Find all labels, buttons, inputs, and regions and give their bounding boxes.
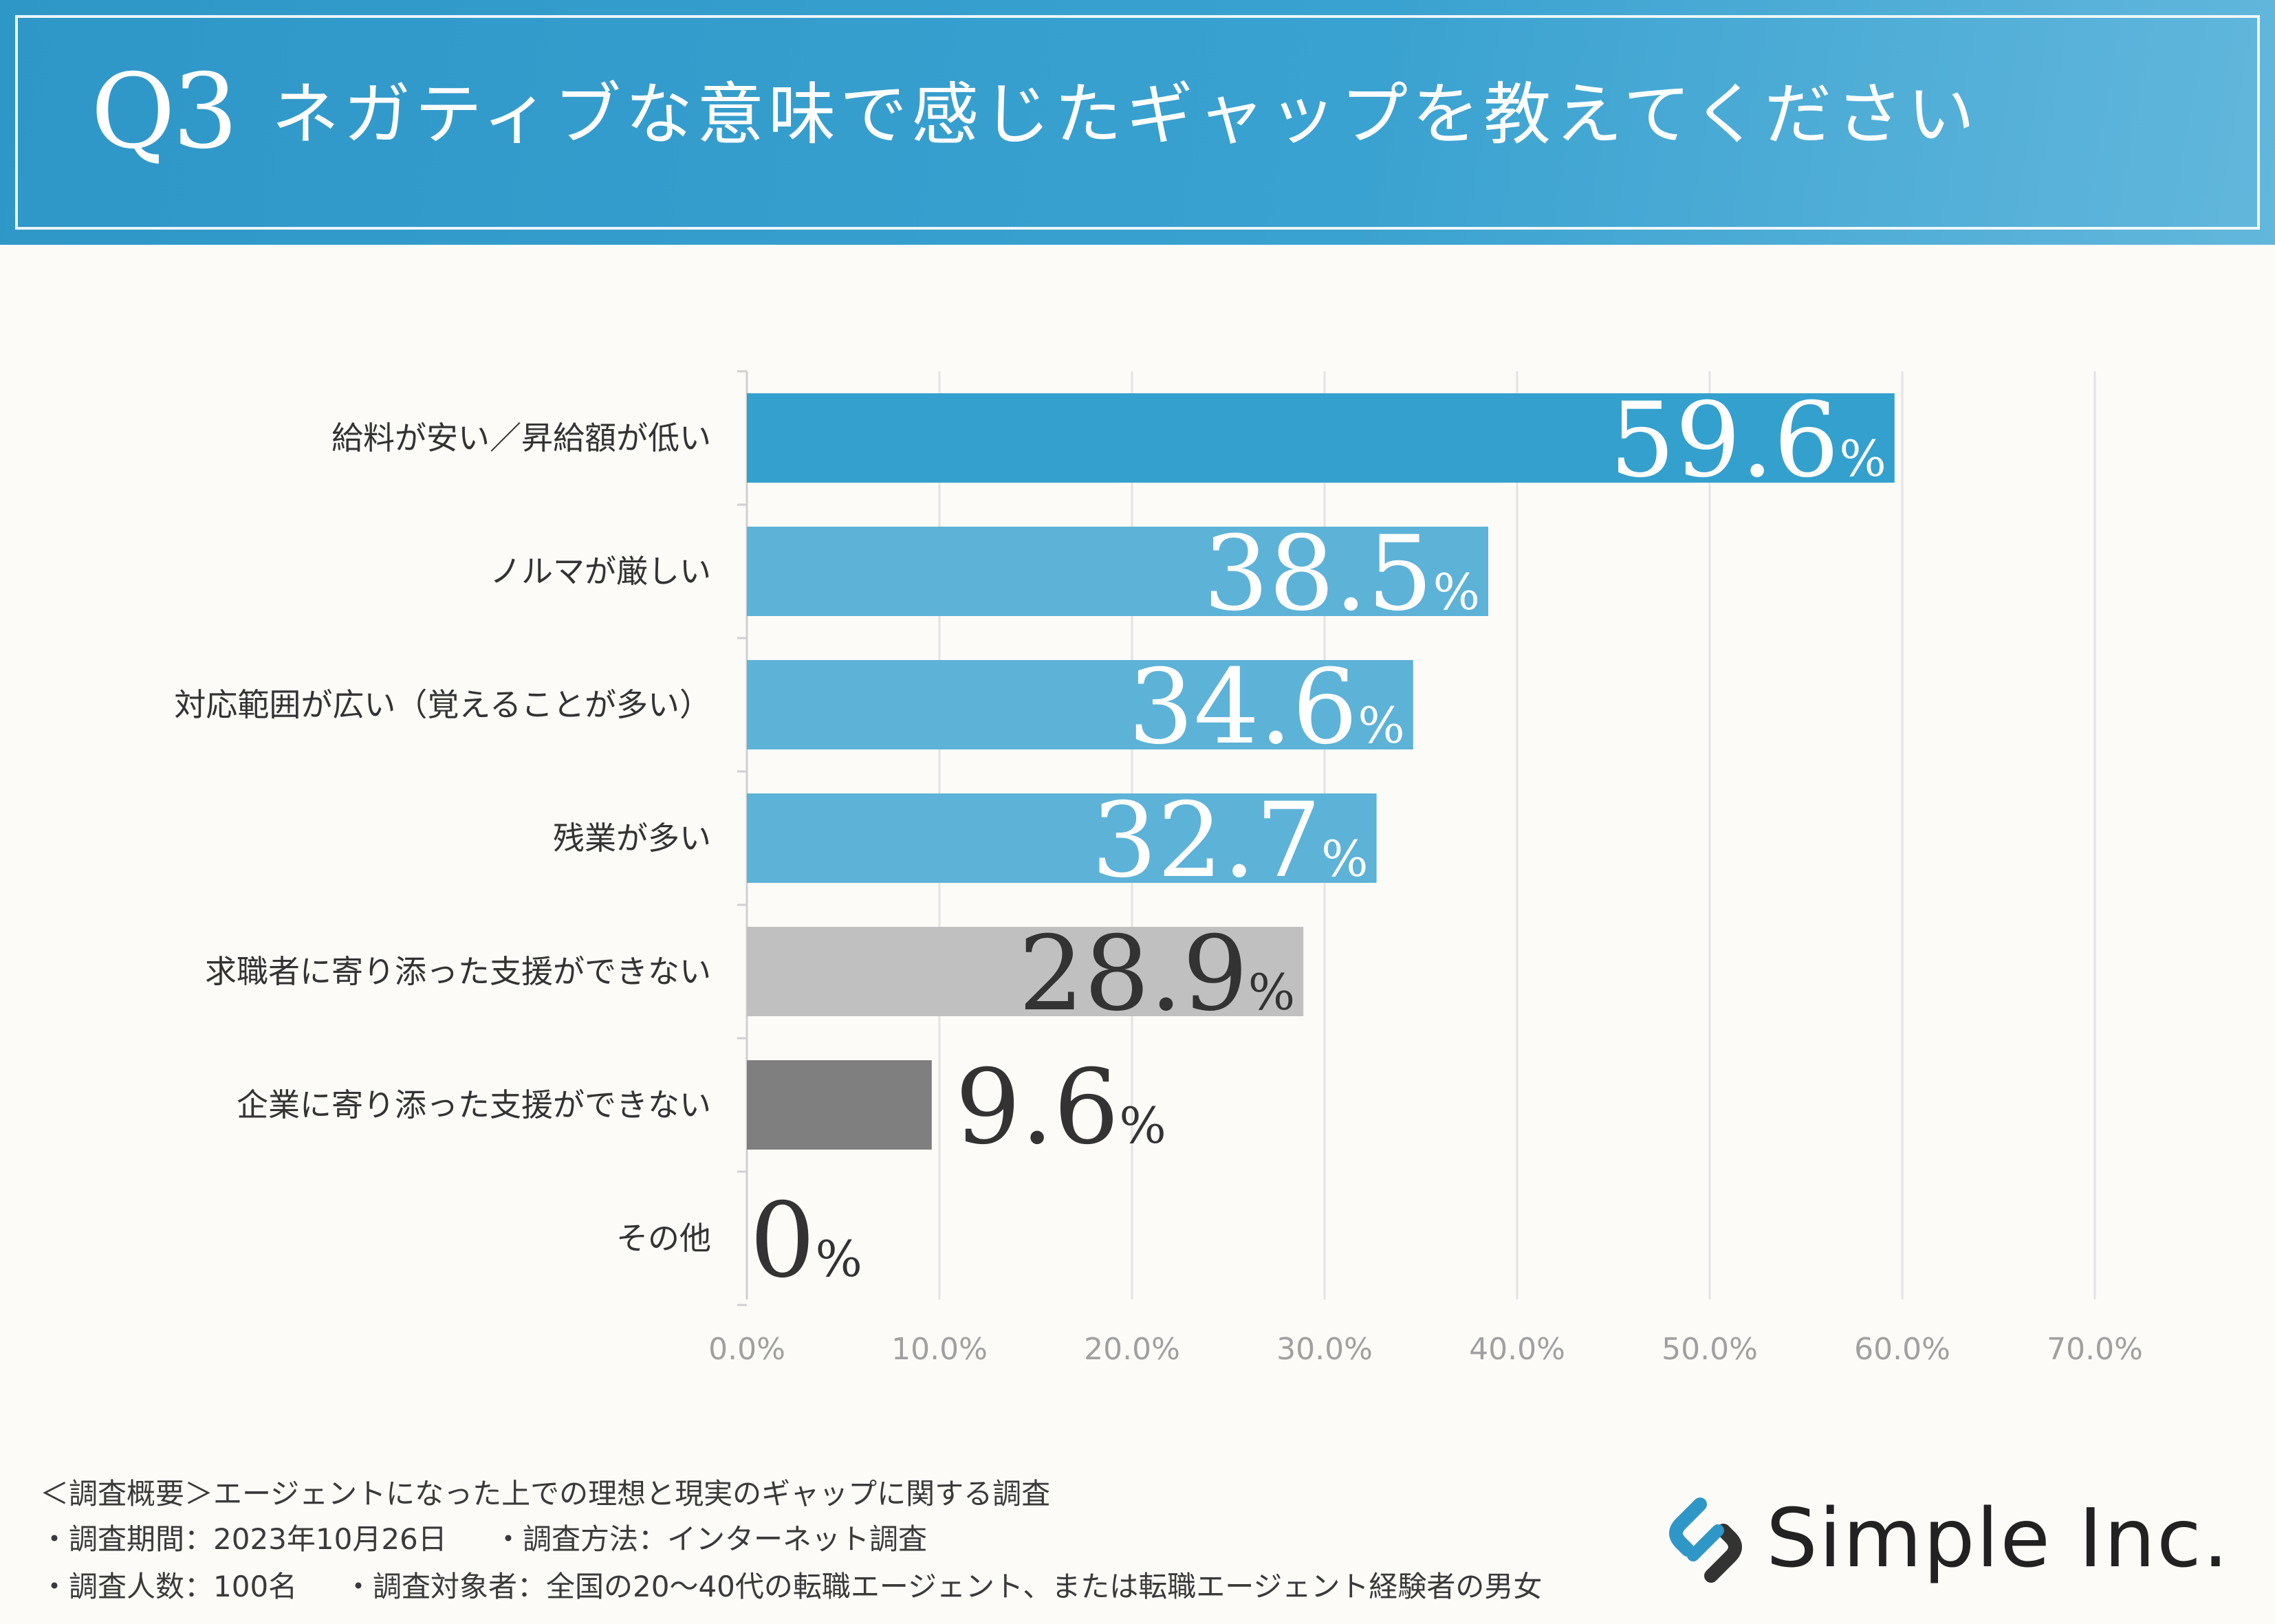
- category-label: 求職者に寄り添った支援ができない: [205, 953, 711, 990]
- company-logo: Simple Inc.: [1657, 1492, 2242, 1588]
- category-label: 残業が多い: [553, 820, 711, 857]
- value-label: 34.6%: [1128, 648, 1404, 767]
- header-banner: Q3 ネガティブな意味で感じたギャップを教えてください: [0, 0, 2275, 245]
- value-unit: %: [1358, 696, 1404, 754]
- bar: [747, 527, 1488, 616]
- value-unit: %: [1119, 1097, 1166, 1154]
- x-tick-label: 70.0%: [2047, 1332, 2143, 1367]
- bar: [747, 793, 1377, 883]
- value-unit: %: [1248, 963, 1295, 1021]
- x-tick-label: 20.0%: [1084, 1332, 1180, 1367]
- value-unit: %: [1321, 830, 1368, 888]
- value-label: 9.6%: [955, 1048, 1166, 1167]
- value-number: 38.5: [1204, 514, 1433, 634]
- category-label: その他: [616, 1220, 711, 1257]
- category-label: ノルマが厳しい: [490, 553, 711, 590]
- bar-chart: 0.0% 10.0% 20.0% 30.0% 40.0% 50.0% 60.0% 70.0% 給…: [174, 370, 2143, 1367]
- survey-summary-title: ＜調査概要＞エージェントになった上での理想と現実のギャップに関する調査: [40, 1477, 1051, 1511]
- chart-title: ネガティブな意味で感じたギャップを教えてください: [272, 76, 1979, 154]
- link-chain-icon: [1669, 1497, 1742, 1583]
- value-number: 59.6: [1609, 381, 1839, 501]
- category-label: 企業に寄り添った支援ができない: [237, 1086, 711, 1123]
- x-tick-label: 50.0%: [1662, 1332, 1758, 1367]
- value-number: 32.7: [1091, 781, 1321, 901]
- value-label: 59.6%: [1609, 381, 1886, 501]
- survey-count: ・調査人数：100名: [40, 1570, 298, 1603]
- x-tick-label: 0.0%: [708, 1332, 785, 1367]
- value-label: 38.5%: [1204, 514, 1480, 634]
- x-tick-label: 40.0%: [1469, 1332, 1565, 1367]
- question-number: Q3: [91, 52, 238, 172]
- header-frame: [15, 15, 2260, 230]
- value-number: 0: [750, 1181, 815, 1301]
- survey-target: ・調査対象者：全国の20～40代の転職エージェント、または転職エージェント経験者…: [344, 1570, 1543, 1603]
- x-tick-label: 10.0%: [891, 1332, 988, 1367]
- value-number: 28.9: [1019, 914, 1248, 1034]
- value-label: 0%: [750, 1181, 862, 1301]
- category-label: 給料が安い／昇給額が低い: [331, 419, 711, 457]
- value-unit: %: [1433, 563, 1480, 621]
- value-number: 34.6: [1128, 648, 1358, 767]
- bar: [747, 393, 1895, 483]
- value-label: 32.7%: [1091, 781, 1368, 901]
- survey-method: ・調査方法：インターネット調査: [494, 1522, 928, 1556]
- x-tick-label: 30.0%: [1276, 1332, 1373, 1367]
- value-number: 9.6: [955, 1048, 1120, 1167]
- bar: [747, 927, 1304, 1016]
- value-unit: %: [815, 1230, 862, 1288]
- category-label: 対応範囲が広い（覚えることが多い）: [174, 686, 711, 723]
- bar: [747, 660, 1413, 749]
- survey-period: ・調査期間：2023年10月26日: [40, 1522, 447, 1556]
- x-tick-label: 60.0%: [1854, 1332, 1950, 1367]
- value-unit: %: [1839, 430, 1886, 487]
- value-label: 28.9%: [1019, 914, 1295, 1034]
- bar: [747, 1060, 932, 1150]
- logo-text: Simple Inc.: [1766, 1491, 2230, 1585]
